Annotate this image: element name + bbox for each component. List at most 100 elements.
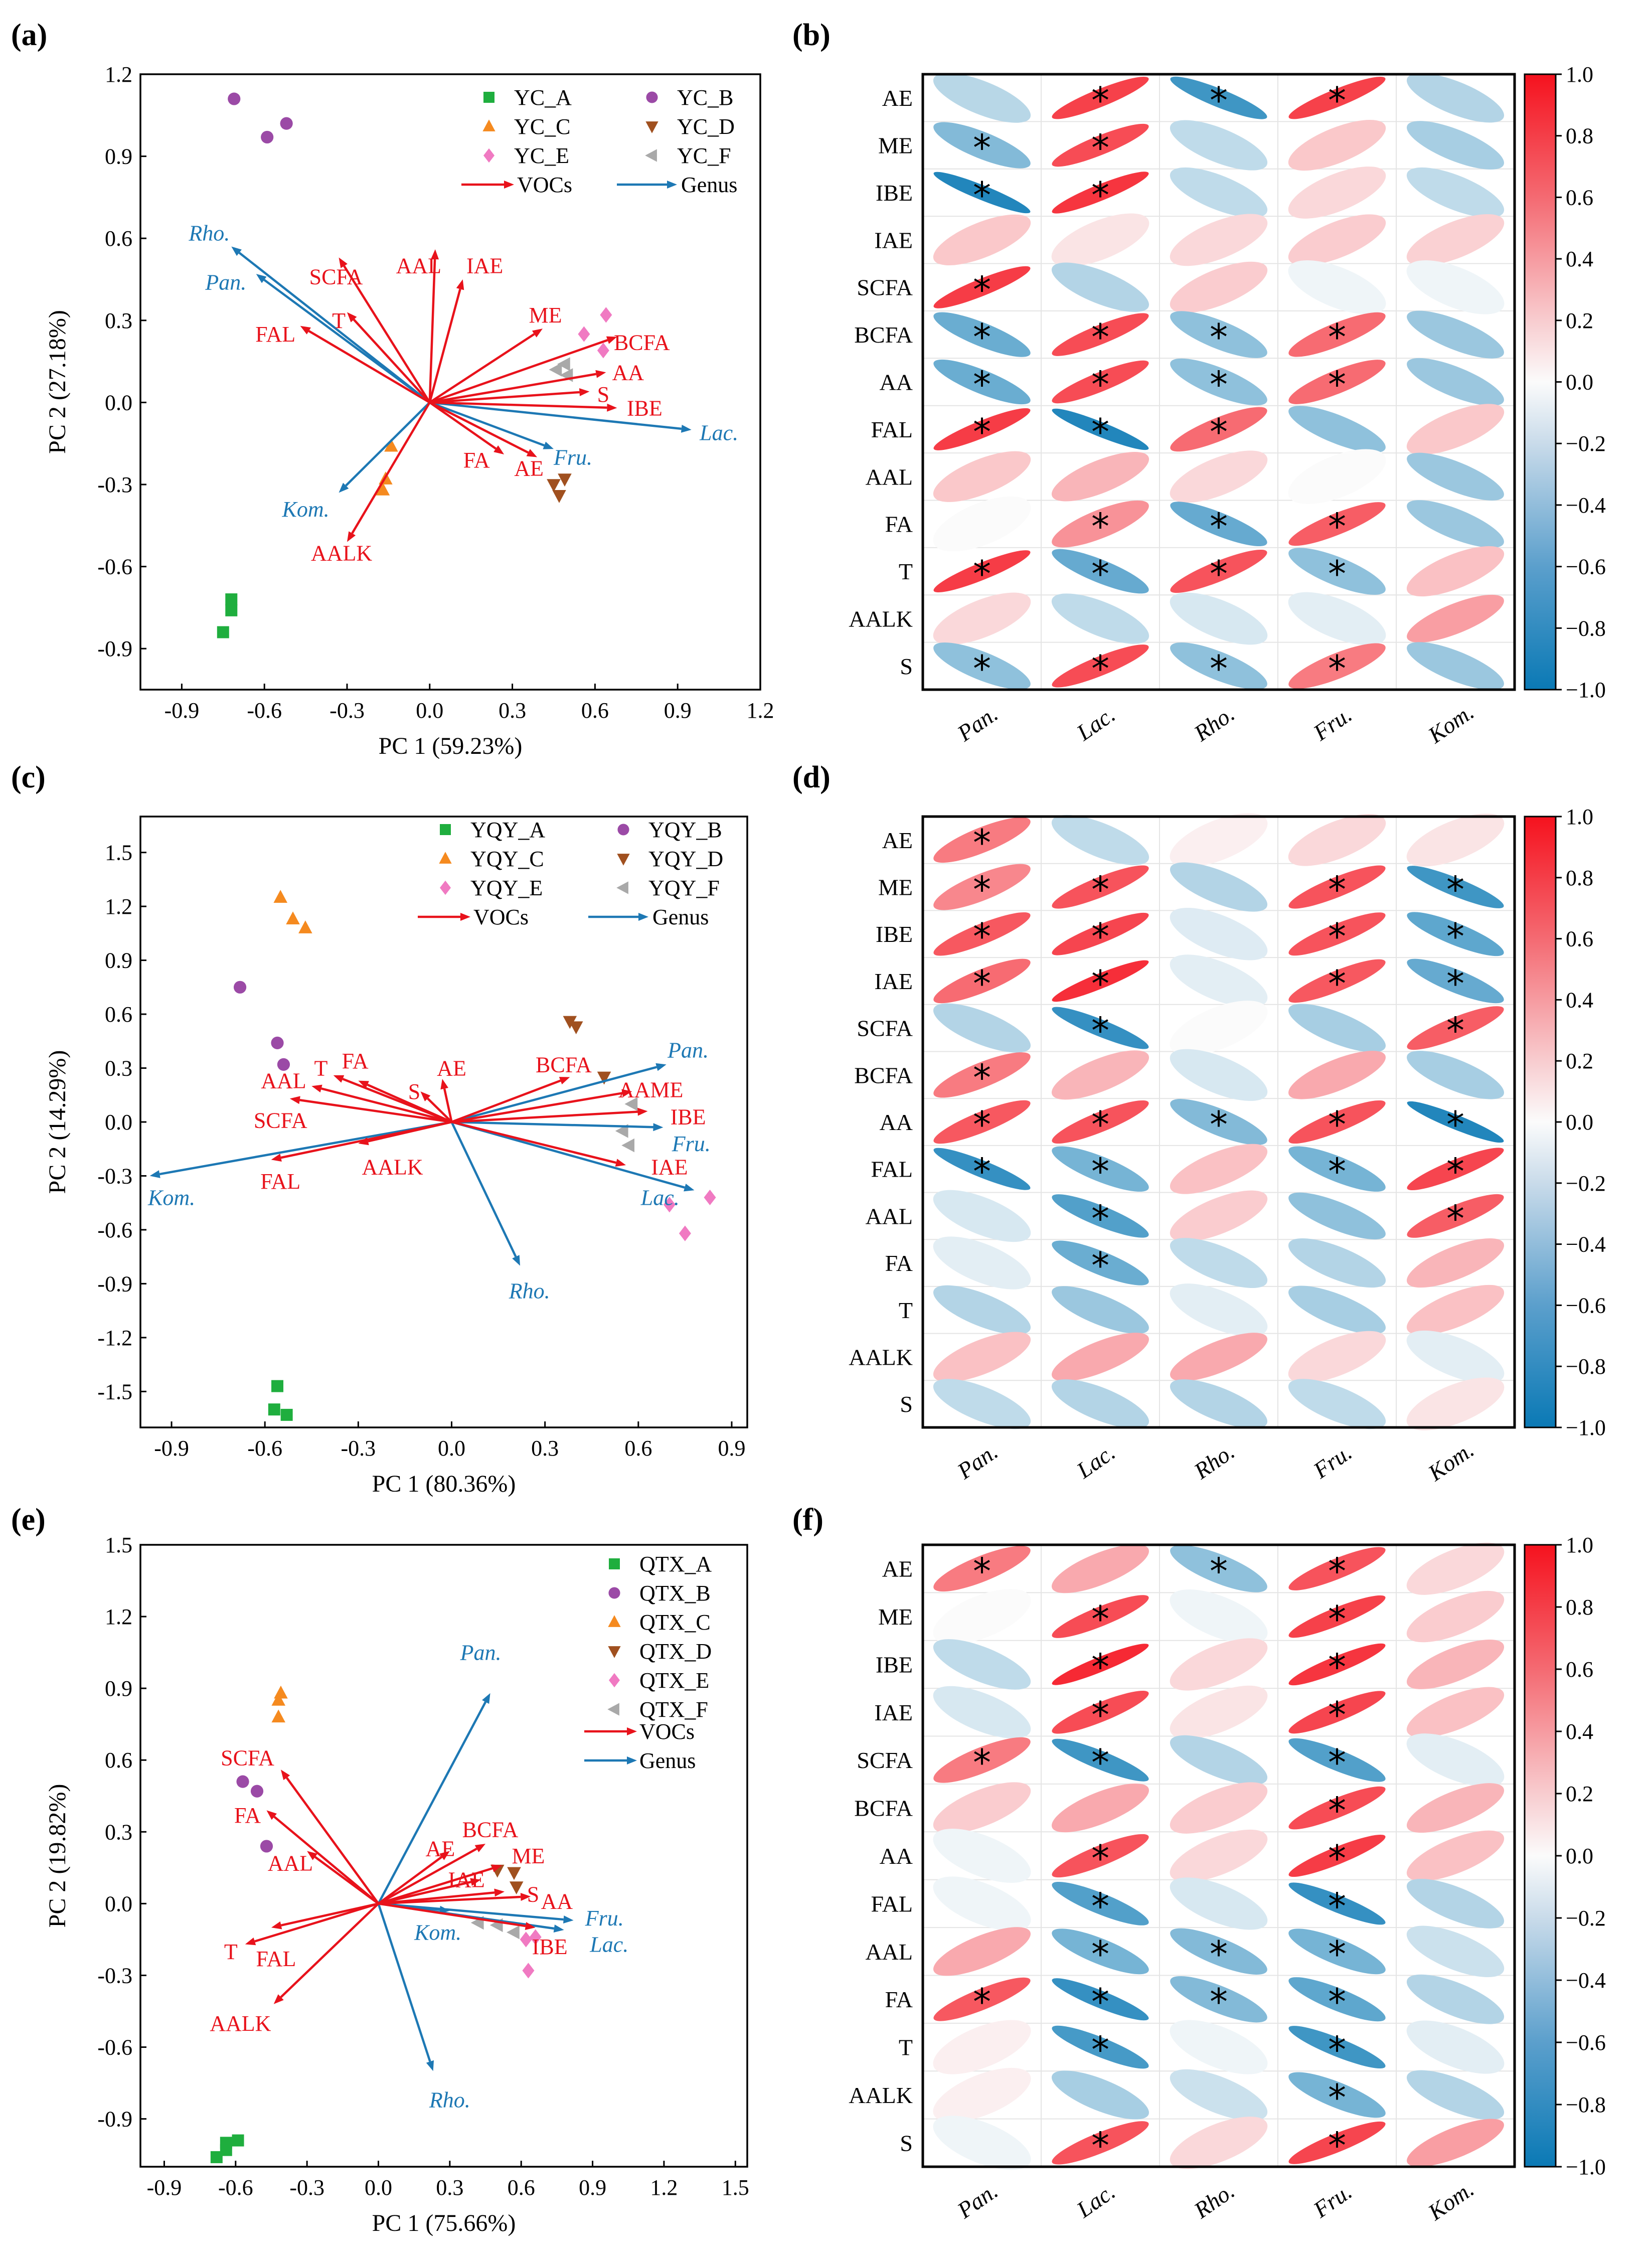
genus-label: Kom. [414, 1920, 461, 1945]
genus-arrow [377, 1693, 490, 1904]
colorbar-tick-label: −0.6 [1566, 1293, 1606, 1318]
significance-star: * [973, 553, 991, 595]
colorbar-tick-label: −0.4 [1566, 1232, 1606, 1257]
y-tick-label: 1.2 [105, 894, 132, 919]
genus-label: Kom. [147, 1185, 195, 1210]
row-label: AALK [849, 2082, 913, 2108]
voc-label: SCFA [254, 1108, 307, 1133]
significance-star: * [1091, 1197, 1109, 1239]
correlation-ellipse [933, 1782, 1031, 1834]
voc-label: SCFA [309, 265, 363, 289]
correlation-ellipse [933, 122, 1031, 169]
data-point [220, 2137, 232, 2149]
correlation-ellipse [1406, 1783, 1505, 1833]
voc-arrow [307, 1851, 379, 1905]
significance-star: * [1328, 1646, 1346, 1688]
significance-star: * [1091, 506, 1109, 548]
panel-label-a: (a) [11, 18, 47, 52]
y-axis-label: PC 2 (14.29%) [44, 1050, 71, 1194]
correlation-ellipse [1051, 593, 1149, 644]
significance-star: * [973, 1056, 991, 1098]
colorbar-tick-label: 0.0 [1566, 1110, 1593, 1135]
row-label: AE [882, 828, 913, 853]
data-point [679, 1225, 691, 1241]
voc-arrow [378, 1864, 503, 1905]
legend-marker [607, 1703, 619, 1716]
colorbar [1524, 816, 1557, 1428]
significance-star: * [1091, 1010, 1109, 1052]
correlation-ellipse [1406, 1284, 1505, 1335]
row-label: S [900, 2130, 913, 2156]
genus-arrow [451, 1120, 664, 1132]
biplot-panel-c: -0.9 -0.6 -0.3 0.0 0.3 0.6 0.9 -1.5 -1.2 -0.9 -0.6… [44, 816, 748, 1497]
significance-star: * [1328, 915, 1346, 957]
colorbar-tick-label: −0.8 [1566, 1354, 1606, 1379]
significance-star: * [973, 869, 991, 911]
correlation-ellipse [1288, 312, 1386, 357]
legend-voc-arrow [418, 913, 470, 921]
voc-arrow [451, 1120, 626, 1167]
correlation-ellipse [1170, 1049, 1268, 1101]
colorbar-tick-label: −0.6 [1566, 555, 1606, 579]
correlation-ellipse [1170, 1238, 1268, 1289]
voc-label: AAL [261, 1069, 306, 1093]
row-label: AAL [865, 464, 913, 490]
y-tick-label: 0.0 [105, 1891, 132, 1916]
correlation-ellipse [933, 1737, 1031, 1783]
colorbar-tick-label: 0.6 [1566, 1657, 1593, 1682]
correlation-ellipse [1288, 1977, 1386, 2022]
row-label: T [899, 1298, 913, 1323]
significance-star: * [1328, 1550, 1346, 1592]
correlation-ellipse [1407, 121, 1504, 170]
legend-marker [608, 1646, 621, 1658]
legend-marker [645, 149, 657, 162]
voc-label: T [224, 1940, 238, 1964]
col-label: Lac. [1072, 2178, 1120, 2223]
genus-arrow [231, 246, 431, 404]
data-point [509, 1881, 524, 1894]
colorbar-tick-label: 0.4 [1566, 247, 1593, 271]
y-tick-label: -0.9 [97, 2107, 132, 2132]
voc-label: FA [234, 1803, 261, 1828]
correlation-ellipse [1288, 1379, 1386, 1429]
correlation-ellipse [1406, 1238, 1505, 1288]
genus-arrow [429, 401, 554, 449]
significance-star: * [1446, 1197, 1464, 1239]
legend-vocs-label: VOCs [639, 1719, 695, 1744]
correlation-ellipse [1052, 1240, 1149, 1285]
correlation-ellipse [1051, 213, 1149, 267]
significance-star: * [1091, 962, 1109, 1005]
correlation-ellipse [1170, 1976, 1267, 2023]
legend-marker [440, 880, 451, 895]
correlation-ellipse [1288, 1691, 1386, 1734]
significance-star: * [1091, 2124, 1109, 2166]
significance-star: * [1091, 127, 1109, 169]
data-point [274, 1685, 288, 1699]
genus-label: Rho. [509, 1279, 550, 1304]
correlation-ellipse [1406, 167, 1505, 218]
legend-entry: QTX_B [639, 1581, 711, 1605]
correlation-ellipse [933, 2020, 1031, 2074]
correlation-ellipse [933, 1639, 1031, 1690]
voc-label: AE [426, 1837, 455, 1861]
significance-star: * [1091, 1694, 1109, 1736]
colorbar-tick-label: 0.8 [1566, 124, 1593, 148]
correlation-ellipse [1407, 1051, 1504, 1099]
colorbar-tick-label: 0.8 [1566, 866, 1593, 890]
x-tick-label: 1.2 [650, 2175, 678, 2200]
col-label: Fru. [1308, 2178, 1357, 2223]
x-axis-label: PC 1 (75.66%) [372, 2210, 516, 2236]
correlation-ellipse [1406, 1878, 1505, 1928]
y-tick-label: -0.9 [97, 1271, 132, 1296]
x-tick-label: -0.6 [247, 698, 282, 723]
y-tick-label: -0.6 [97, 555, 132, 579]
correlation-ellipse [1052, 1333, 1149, 1381]
data-point [569, 1021, 583, 1035]
row-label: IBE [876, 180, 913, 206]
voc-label: FA [463, 448, 490, 472]
correlation-ellipse [1170, 2117, 1268, 2169]
voc-arrow [429, 401, 505, 455]
correlation-ellipse [1170, 592, 1268, 645]
